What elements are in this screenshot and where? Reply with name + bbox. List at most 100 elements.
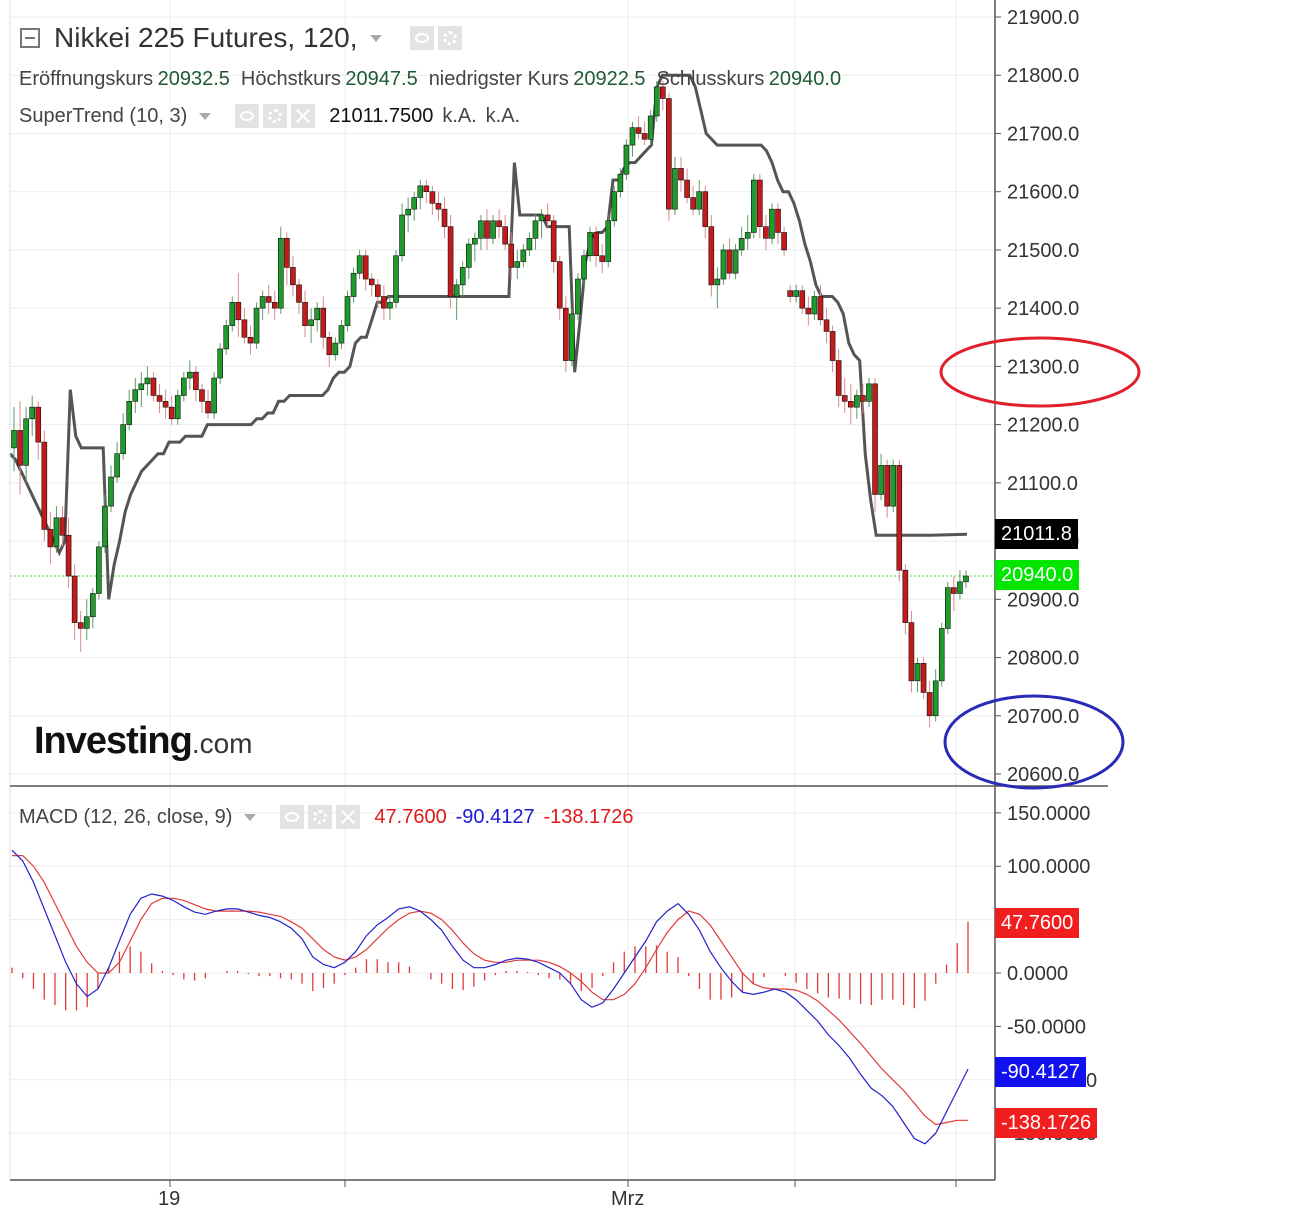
candle-body (65, 534, 72, 577)
candle-body (368, 278, 375, 286)
candle-body (653, 86, 660, 117)
candle-body (453, 284, 460, 297)
candle-body (478, 220, 484, 239)
candle-body (326, 336, 333, 356)
collapse-icon[interactable] (20, 28, 40, 48)
open-value: 20932.5 (157, 68, 230, 90)
macd-name: MACD (12, 26, close, 9) (19, 805, 233, 828)
candle-body (744, 232, 751, 239)
macd-axis-label: 150.0000 (1007, 803, 1090, 825)
candle-body (253, 307, 260, 344)
candle-body (120, 424, 126, 455)
gear-icon[interactable] (263, 104, 288, 128)
candle-body (556, 261, 563, 309)
eye-icon[interactable] (409, 26, 434, 50)
candle-body (83, 616, 90, 629)
eye-icon[interactable] (280, 805, 305, 829)
macd-axis-label: 0.0000 (1007, 963, 1068, 985)
candle-body (53, 517, 60, 548)
macd-line (11, 849, 969, 1145)
candle-body (532, 220, 539, 239)
candle-body (829, 331, 836, 361)
candle-body (187, 371, 193, 379)
candle-body (96, 546, 102, 594)
candle-body (229, 302, 236, 326)
candle-body (296, 284, 302, 303)
candle-body (47, 529, 54, 548)
gear-icon[interactable] (437, 26, 462, 50)
candle-body (168, 406, 175, 420)
macd-legend: MACD (12, 26, close, 9) 47.7600 -90.4127… (19, 805, 634, 829)
candle-body (11, 430, 17, 449)
candle-body (714, 278, 721, 286)
candle-body (35, 406, 42, 443)
chevron-down-icon[interactable] (199, 112, 212, 120)
low-value: 20922.5 (573, 68, 646, 90)
close-icon[interactable] (291, 104, 316, 128)
candle-body (884, 465, 890, 507)
x-axis-label: 19 (158, 1188, 181, 1210)
candle-body (77, 622, 84, 629)
chevron-down-icon[interactable] (369, 34, 382, 42)
candle-body (459, 267, 466, 286)
logo-word: Investing (34, 720, 193, 762)
logo-suffix: .com (191, 728, 253, 759)
candle-body (41, 441, 48, 530)
candle-body (259, 296, 266, 309)
candle-body (502, 226, 508, 245)
candle-body (23, 418, 29, 466)
candle-body (235, 302, 242, 321)
candle-body (605, 220, 612, 262)
candle-body (180, 377, 187, 396)
macd-line-tag: -90.4127 (995, 1057, 1086, 1087)
candle-body (484, 220, 490, 239)
candle-body (132, 389, 139, 402)
candle-body (90, 593, 96, 618)
eye-icon[interactable] (235, 104, 260, 128)
investing-logo: Investing.com (34, 720, 253, 763)
candle-body (781, 232, 787, 251)
candle-body (423, 185, 430, 192)
candle-body (217, 348, 223, 379)
gear-icon[interactable] (308, 805, 333, 829)
candle-body (593, 232, 599, 257)
highlight-ellipse-red (939, 336, 1141, 408)
macd-signal-value: -138.1726 (543, 805, 634, 828)
candle-body (617, 173, 624, 192)
candle-body (350, 272, 357, 297)
candle-body (732, 249, 739, 274)
chart-title: Nikkei 225 Futures, 120, (54, 22, 358, 53)
candle-body (799, 290, 806, 309)
close-icon[interactable] (336, 805, 361, 829)
candle-body (599, 255, 605, 262)
macd-hist-tag: 47.7600 (995, 908, 1080, 938)
candle-body (284, 237, 290, 268)
candle-body (738, 237, 745, 251)
candle-body (308, 319, 314, 326)
candle-body (951, 587, 957, 594)
candle-body (635, 127, 642, 134)
candle-body (672, 168, 678, 210)
candle-body (375, 284, 381, 297)
candle-body (411, 197, 418, 210)
price-axis-label: 20900.0 (1007, 589, 1079, 611)
candle-body (472, 237, 478, 245)
candle-body (562, 307, 569, 361)
candle-body (708, 226, 715, 286)
candle-body (150, 377, 157, 396)
candle-body (757, 179, 763, 227)
x-axis-label: Mrz (611, 1188, 645, 1210)
candle-body (666, 98, 672, 210)
supertrend-na-1: k.A. (442, 104, 477, 127)
last-price-tag: 20940.0 (995, 560, 1080, 590)
candle-body (569, 313, 575, 361)
ohlc-legend: Eröffnungskurs 20932.5 Höchstkurs 20947.… (19, 68, 852, 91)
candle-body (538, 214, 545, 222)
candle-body (71, 575, 78, 623)
price-axis-label: 21800.0 (1007, 65, 1079, 87)
candle-body (162, 401, 169, 408)
supertrend-price-tag: 21011.8 (995, 519, 1078, 549)
candle-body (908, 622, 915, 682)
chevron-down-icon[interactable] (244, 813, 257, 821)
